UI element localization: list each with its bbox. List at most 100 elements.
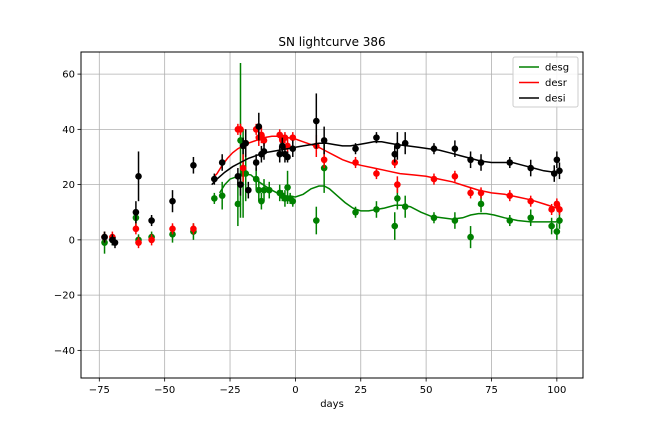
x-axis-title: days [320,399,344,410]
data-point-desg [258,197,265,205]
data-point-desi [289,145,297,152]
data-point-desr [132,225,140,233]
data-point-desr [556,206,563,213]
data-point-desg [430,214,438,222]
data-point-desr [373,170,380,177]
x-tick-label: 50 [420,385,433,396]
data-point-desi [252,159,260,166]
data-point-desi [260,148,268,155]
data-point-desi [279,142,286,150]
y-tick-label: 20 [62,180,75,191]
data-point-desr [281,134,289,141]
y-tick-label: 60 [62,70,75,81]
data-point-desi [477,159,485,166]
data-point-desg [553,228,561,235]
y-tick-label: 0 [69,235,75,246]
data-point-desr [289,134,297,141]
data-point-desi [550,170,558,177]
legend: desg desr desi [512,56,579,108]
y-tick-label: 40 [62,125,75,136]
data-point-desg [391,222,399,230]
data-point-desr [320,156,328,164]
x-tick-label: 0 [292,385,298,396]
plot-area [101,63,563,254]
data-point-desr [258,131,265,139]
data-point-desg [265,186,273,194]
data-point-desg [237,137,244,144]
data-point-desi [237,181,244,188]
data-point-desr [239,164,247,172]
data-point-desi [313,117,320,125]
data-point-desi [430,145,438,152]
data-point-desi [111,239,119,246]
data-point-desi [132,208,140,216]
data-point-desg [211,195,218,202]
data-point-desr [477,189,485,197]
x-tick-label: 25 [354,385,367,396]
legend-box [512,56,579,108]
data-point-desr [467,189,474,197]
data-point-desi [527,164,535,172]
data-point-desr [237,126,244,133]
data-point-desi [276,150,284,158]
data-point-desi [352,145,359,152]
data-point-desg [281,195,289,202]
grid-lines [81,52,583,378]
data-point-desr [506,192,514,199]
y-tick-label: −40 [54,346,75,357]
data-point-desg [394,195,401,202]
data-point-desi [394,142,401,150]
data-point-desi [284,153,291,161]
data-point-desi [218,159,226,166]
data-point-desi [556,167,563,175]
data-point-desi [245,186,252,194]
data-point-desr [135,239,142,246]
data-point-desi [320,137,328,144]
data-point-desr [352,159,359,166]
data-point-desg [401,203,409,211]
x-tick-label: −25 [219,385,240,396]
legend-label-desi: desi [545,94,566,105]
data-point-desr [527,197,535,205]
data-point-desg [467,233,474,241]
x-tick-label: −75 [89,385,110,396]
data-point-desi [190,161,197,169]
data-point-desr [553,200,561,208]
data-point-desi [373,134,380,141]
data-point-desg [527,214,535,222]
x-tick-label: −50 [154,385,175,396]
data-point-desg [252,175,260,183]
y-tick-label: −20 [54,291,75,302]
data-point-desg [255,186,263,194]
data-point-desi [467,156,474,164]
model-curve-desg [218,172,557,223]
data-point-desi [242,139,250,147]
data-point-desg [313,217,320,224]
data-point-desg [506,217,514,224]
data-point-desr [276,131,284,139]
data-point-desi [169,197,176,205]
data-point-desi [255,123,263,130]
legend-label-desr: desr [545,78,568,89]
data-point-desr [169,225,176,233]
data-point-desr [260,137,268,144]
data-point-desr [284,142,291,150]
data-point-desr [394,181,401,188]
data-point-desg [234,200,242,208]
data-point-desi [135,173,142,180]
data-point-desr [148,236,155,244]
data-point-desi [391,150,399,158]
chart-title: SN lightcurve 386 [278,35,385,49]
data-point-desr [548,206,555,213]
data-point-desi [553,156,561,164]
data-point-desi [451,145,459,152]
data-point-desi [506,159,514,166]
data-point-desg [548,222,555,230]
x-tick-label: 75 [485,385,498,396]
data-point-desg [556,217,563,224]
data-point-desg [242,170,250,177]
plot-frame [80,51,584,379]
data-point-desi [148,217,155,224]
